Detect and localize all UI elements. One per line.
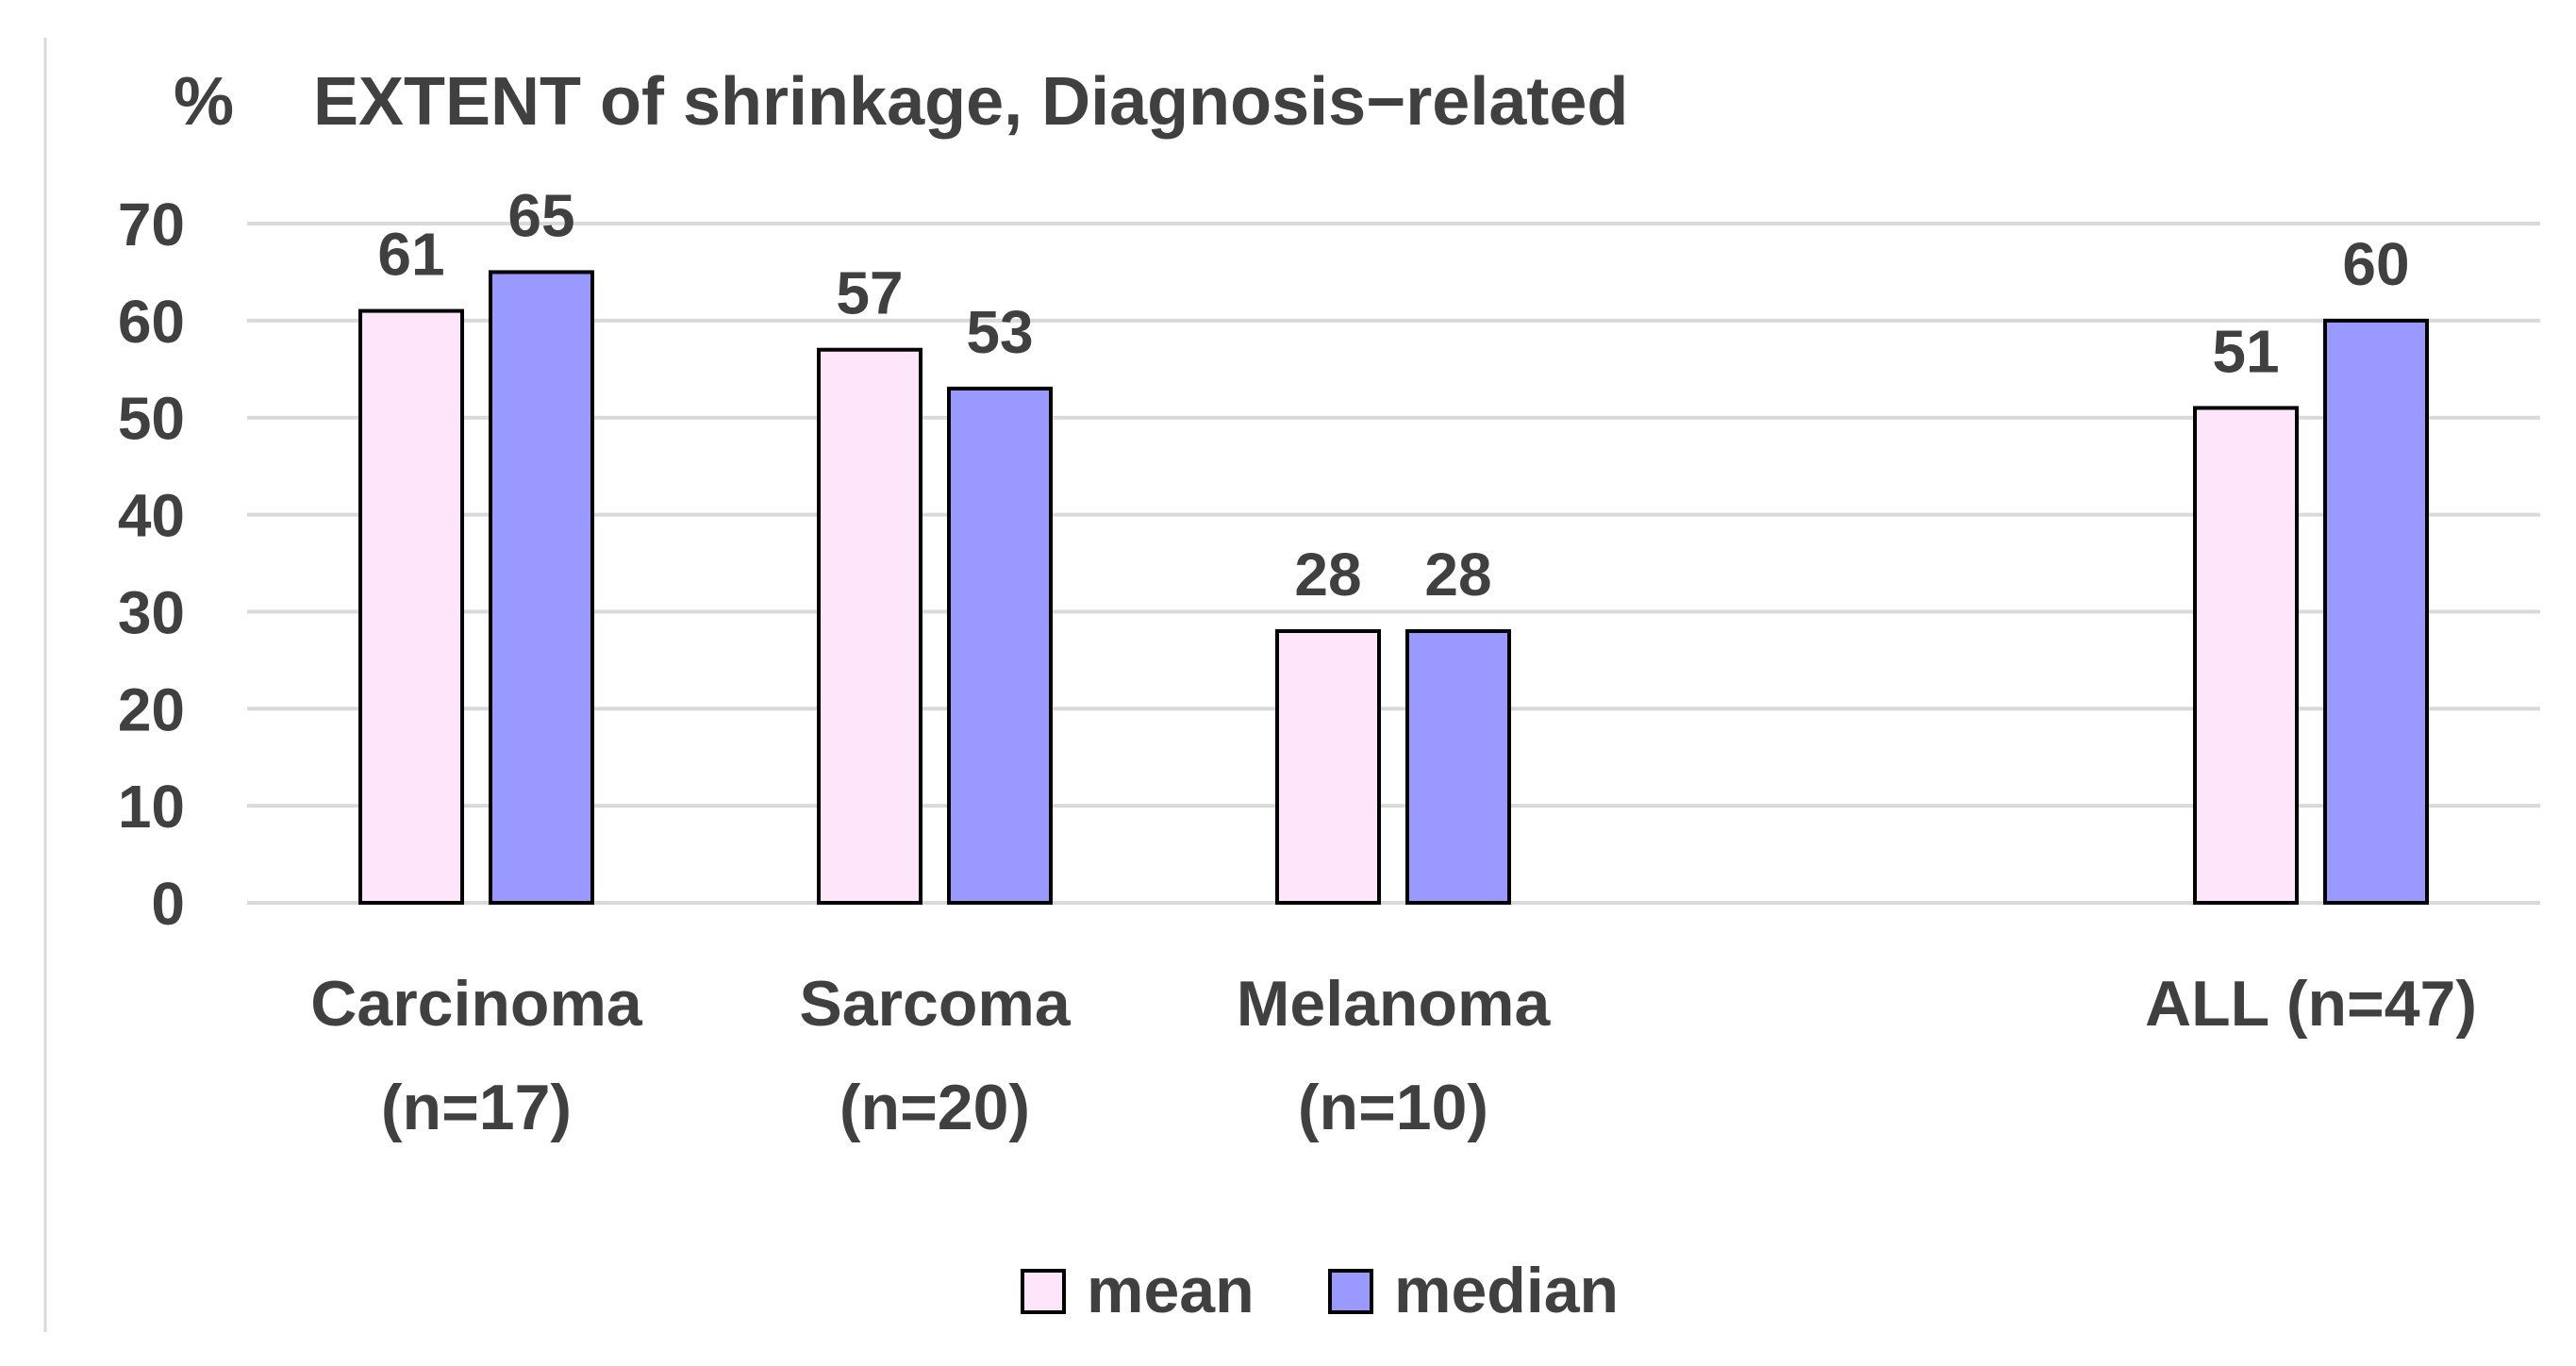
bar-median [489, 270, 594, 905]
category-label: Sarcoma [799, 968, 1071, 1040]
bar-mean [817, 347, 922, 905]
y-tick-label: 20 [118, 675, 185, 743]
data-label-mean: 61 [377, 221, 444, 289]
category-label: Carcinoma [310, 968, 643, 1040]
y-tick-label: 10 [118, 773, 185, 841]
data-label-median: 60 [2342, 230, 2409, 298]
category-label: Melanoma [1237, 968, 1552, 1040]
y-tick-label: 40 [118, 482, 185, 550]
bars [358, 270, 2429, 906]
data-labels: 61 57 28 51 65 53 28 60 [377, 181, 2409, 608]
category-label: (n=10) [1298, 1072, 1488, 1143]
y-tick-label: 70 [118, 191, 185, 258]
legend-swatch-median [1328, 1269, 1373, 1314]
category-label: (n=20) [839, 1072, 1030, 1143]
data-label-median: 53 [966, 298, 1033, 366]
chart-title: EXTENT of shrinkage, Diagnosis−related [313, 64, 1628, 140]
bar-median [1405, 629, 1511, 905]
bar-mean [2193, 406, 2299, 905]
bar-mean [1275, 629, 1381, 905]
data-label-median: 65 [507, 181, 574, 249]
bar-median [947, 386, 1053, 906]
legend-label-median: median [1394, 1255, 1619, 1326]
y-tick-label: 30 [118, 578, 185, 646]
y-tick-label: 0 [151, 870, 185, 938]
legend-label-mean: mean [1087, 1255, 1255, 1326]
bar-mean [358, 308, 464, 906]
legend: mean median [1021, 1255, 1619, 1326]
bar-median [2323, 318, 2429, 906]
category-label: (n=17) [381, 1072, 572, 1143]
category-label: ALL (n=47) [2145, 968, 2477, 1040]
data-label-mean: 57 [836, 259, 903, 327]
data-label-mean: 28 [1294, 541, 1361, 608]
y-axis-ticks: 0 10 20 30 40 50 60 70 [118, 191, 185, 938]
grid-lines [247, 222, 2540, 905]
x-axis-categories: Carcinoma (n=17) Sarcoma (n=20) Melanoma (n=1… [310, 968, 2477, 1143]
data-label-median: 28 [1424, 541, 1491, 608]
y-axis-unit: % [174, 64, 234, 140]
data-label-mean: 51 [2212, 317, 2279, 385]
y-tick-label: 50 [118, 385, 185, 453]
y-tick-label: 60 [118, 288, 185, 356]
legend-swatch-mean [1021, 1269, 1066, 1314]
